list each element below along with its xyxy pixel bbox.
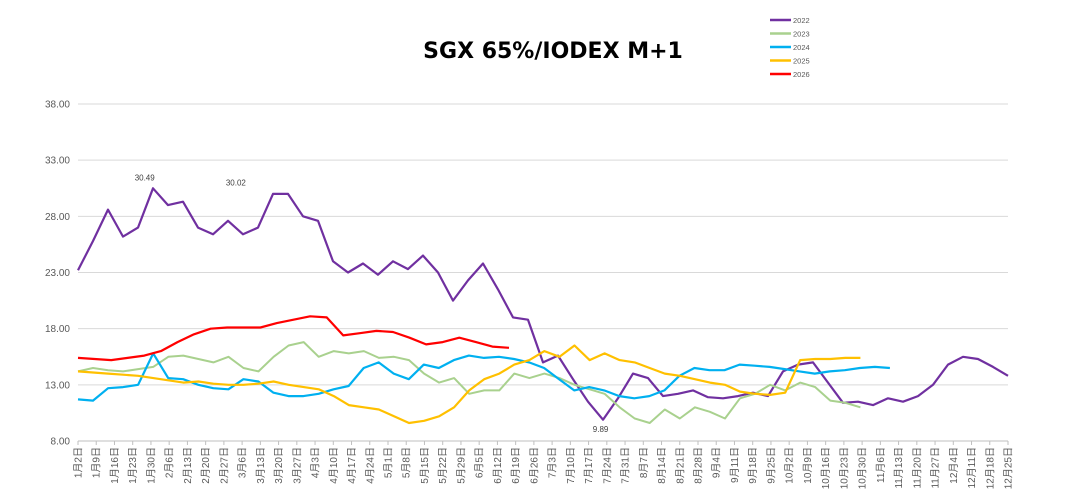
x-tick-label: 5月8日 — [401, 447, 413, 478]
x-tick-label: 7月24日 — [601, 447, 613, 484]
x-tick-label: 2月20日 — [200, 447, 212, 484]
x-tick-label: 10月23日 — [838, 447, 850, 489]
legend-label-2023: 2023 — [793, 30, 810, 39]
x-tick-label: 9月11日 — [729, 447, 741, 483]
y-tick-label: 28.00 — [45, 212, 70, 223]
x-tick-label: 7月3日 — [547, 447, 559, 478]
x-tick-label: 2月13日 — [182, 447, 194, 484]
y-tick-label: 18.00 — [45, 324, 70, 335]
x-tick-label: 12月18日 — [984, 447, 996, 489]
series-line-2024 — [78, 353, 890, 400]
x-tick-label: 7月17日 — [583, 447, 595, 484]
legend-label-2024: 2024 — [793, 43, 810, 52]
x-tick-label: 4月10日 — [328, 447, 340, 484]
x-tick-label: 8月21日 — [674, 447, 686, 484]
x-tick-label: 8月7日 — [638, 447, 650, 478]
y-axis: 8.00 13.00 18.00 23.00 28.00 33.00 38.00 — [45, 100, 70, 448]
x-tick-label: 10月9日 — [802, 447, 814, 484]
gridlines — [78, 104, 1008, 441]
x-tick-label: 10月2日 — [784, 447, 796, 484]
x-tick-label: 10月16日 — [820, 447, 832, 489]
x-tick-label: 5月1日 — [383, 447, 395, 478]
x-tick-label: 3月20日 — [273, 447, 285, 484]
x-tick-label: 4月17日 — [346, 447, 358, 484]
x-tick-label: 6月12日 — [492, 447, 504, 484]
x-tick-label: 12月11日 — [966, 447, 978, 489]
x-tick-label: 6月19日 — [510, 447, 522, 484]
y-tick-label: 23.00 — [45, 268, 70, 279]
x-tick-label: 1月2日 — [73, 447, 85, 478]
x-tick-label: 11月20日 — [911, 447, 923, 489]
x-tick-label: 6月26日 — [528, 447, 540, 484]
x-tick-label: 12月4日 — [948, 447, 960, 484]
x-tick-label: 11月6日 — [875, 447, 887, 483]
x-tick-label: 3月6日 — [237, 447, 249, 478]
chart-title: SGX 65%/IODEX M+1 — [423, 39, 683, 64]
x-tick-label: 5月29日 — [455, 447, 467, 484]
y-tick-label: 13.00 — [45, 380, 70, 391]
x-tick-label: 5月22日 — [437, 447, 449, 484]
series-line-2026 — [78, 316, 509, 360]
annotation-label: 9.89 — [593, 425, 609, 434]
annotations: 30.49 30.02 9.89 — [135, 173, 609, 433]
x-tick-label: 4月3日 — [310, 447, 322, 478]
x-tick-label: 1月30日 — [145, 447, 157, 484]
x-tick-label: 12月25日 — [1003, 447, 1015, 489]
x-tick-label: 3月27日 — [291, 447, 303, 484]
x-tick-label: 5月15日 — [419, 447, 431, 484]
x-tick-label: 7月31日 — [620, 447, 632, 484]
x-tick-label: 8月28日 — [693, 447, 705, 484]
legend-label-2026: 2026 — [793, 70, 810, 79]
x-axis: 1月2日 1月9日 1月16日 1月23日 1月30日 2月6日 2月13日 2月20日 2月2… — [73, 441, 1015, 489]
x-tick-label: 9月18日 — [747, 447, 759, 484]
chart: SGX 65%/IODEX M+1 8.00 13.00 18.00 23.00 28.… — [0, 0, 1080, 503]
x-tick-label: 3月13日 — [255, 447, 267, 484]
x-tick-label: 2月27日 — [218, 447, 230, 484]
x-tick-label: 9月25日 — [765, 447, 777, 484]
x-tick-label: 1月9日 — [91, 447, 103, 478]
y-tick-label: 38.00 — [45, 100, 70, 111]
x-tick-label: 1月23日 — [127, 447, 139, 484]
legend-label-2025: 2025 — [793, 57, 810, 66]
x-tick-label: 7月10日 — [565, 447, 577, 484]
x-tick-label: 9月4日 — [711, 447, 723, 478]
y-tick-label: 8.00 — [51, 437, 71, 448]
series-lines — [78, 188, 1008, 423]
annotation-label: 30.49 — [135, 173, 156, 182]
x-tick-label: 2月6日 — [164, 447, 176, 478]
x-tick-label: 11月13日 — [893, 447, 905, 489]
x-tick-label: 11月27日 — [930, 447, 942, 489]
y-tick-label: 33.00 — [45, 156, 70, 167]
legend-label-2022: 2022 — [793, 16, 810, 25]
x-tick-label: 8月14日 — [656, 447, 668, 484]
legend: 2022 2023 2024 2025 2026 — [770, 16, 810, 79]
x-tick-label: 4月24日 — [364, 447, 376, 484]
annotation-label: 30.02 — [226, 179, 247, 188]
x-tick-label: 1月16日 — [109, 447, 121, 484]
x-tick-label: 10月30日 — [857, 447, 869, 489]
x-tick-label: 6月5日 — [474, 447, 486, 478]
